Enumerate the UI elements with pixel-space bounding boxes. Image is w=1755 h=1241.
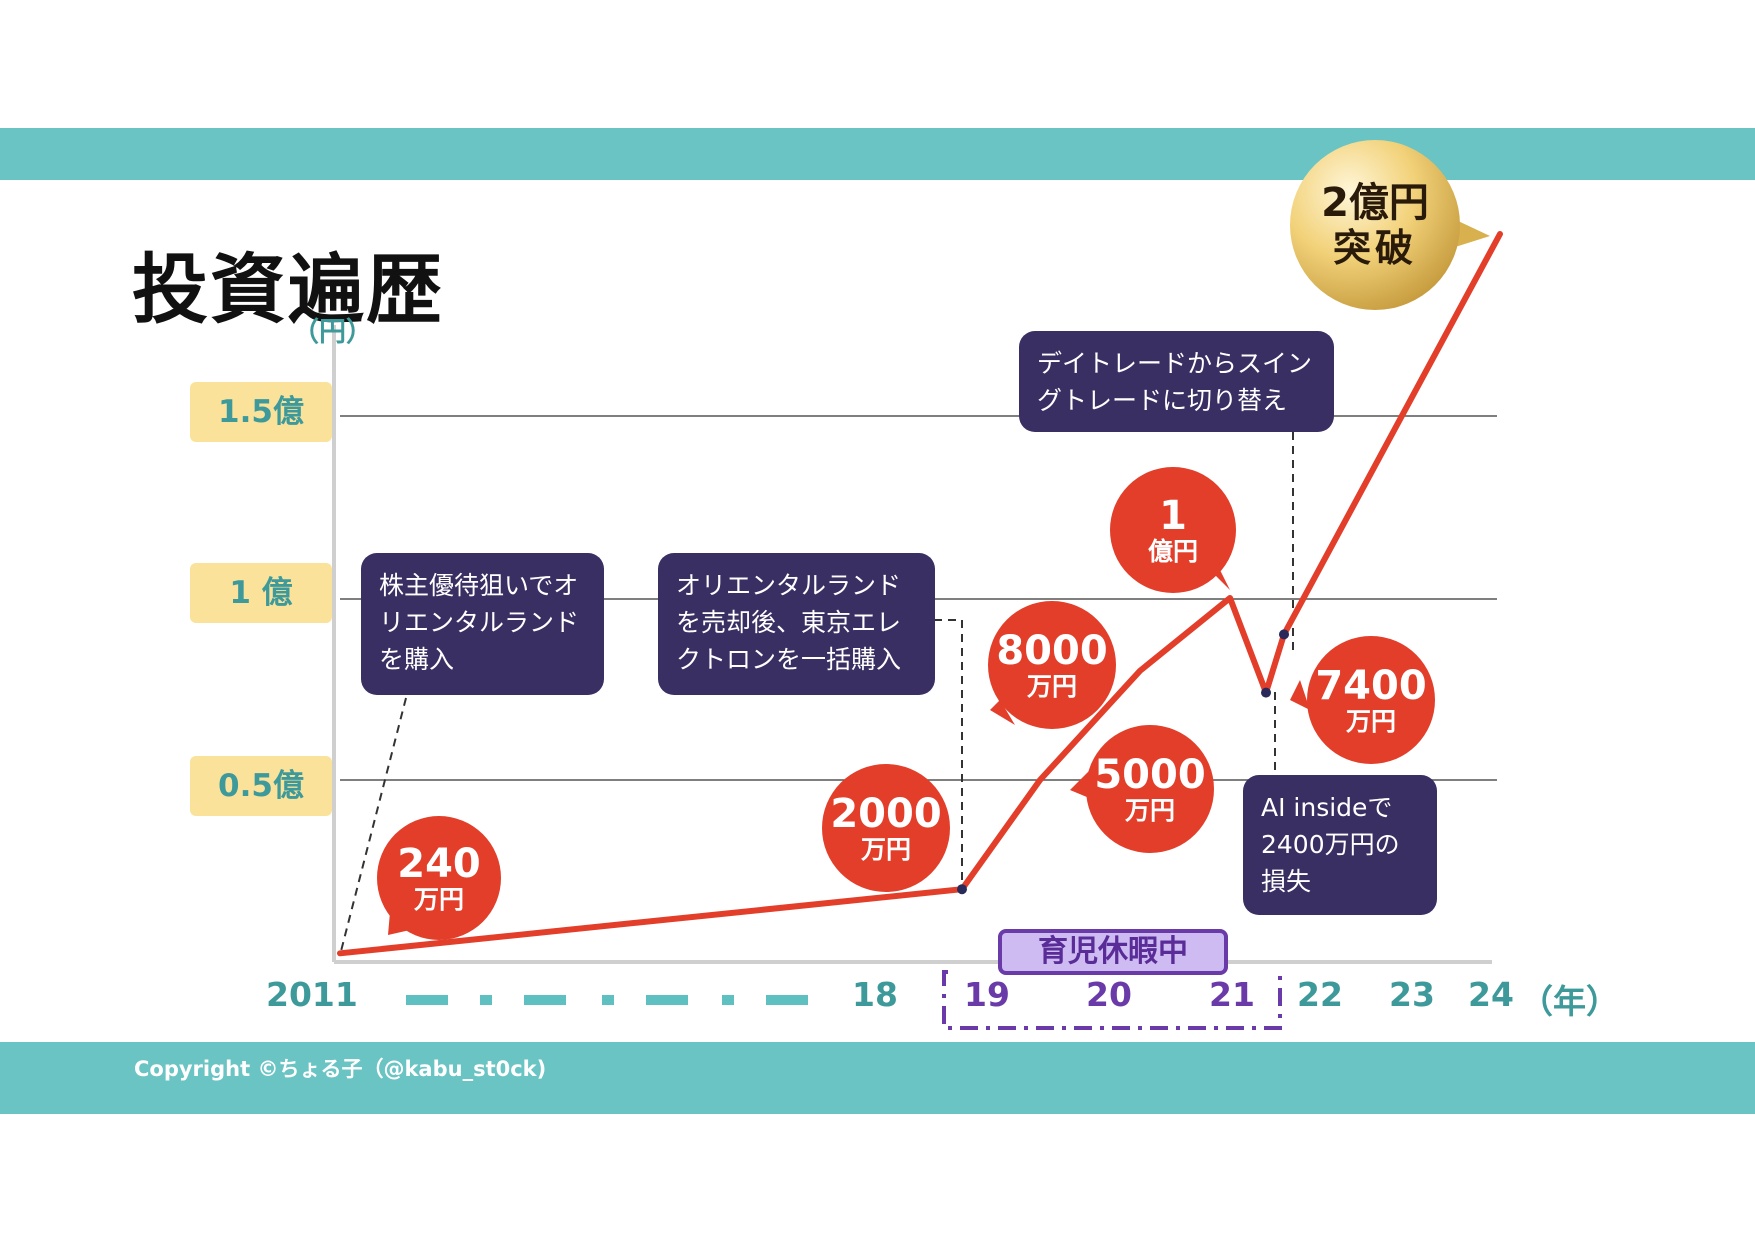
value-bubble-2000-unit: 万円 xyxy=(860,835,911,864)
y-axis-unit: （円） xyxy=(292,317,373,348)
top-band xyxy=(0,128,1755,180)
xtick-24: 24 xyxy=(1468,975,1514,1014)
xaxis-break-dot xyxy=(602,995,614,1005)
xtick-23: 23 xyxy=(1389,975,1435,1014)
xaxis-break-dot xyxy=(722,995,734,1005)
series-line xyxy=(337,231,1503,957)
xaxis-break-dash xyxy=(406,995,448,1005)
ytick-1oku: 1 億 xyxy=(190,563,332,623)
value-bubble-8000-unit: 万円 xyxy=(1026,672,1077,701)
bottom-band xyxy=(0,1042,1755,1114)
xtick-20: 20 xyxy=(1086,975,1132,1014)
pointer-line-2 xyxy=(934,619,963,890)
pointer-line-1 xyxy=(339,697,407,956)
period-label: 育児休暇中 xyxy=(998,929,1228,975)
value-bubble-1oku-unit: 億円 xyxy=(1147,537,1198,566)
milestone-line1: 2億円 xyxy=(1321,180,1429,226)
ytick-1-5oku: 1.5億 xyxy=(190,382,332,442)
bubble-tail-7400 xyxy=(1290,680,1310,710)
data-point-2021c xyxy=(1279,629,1289,640)
value-bubble-5000-num: 5000 xyxy=(1094,752,1206,798)
value-bubble-5000-unit: 万円 xyxy=(1124,796,1175,825)
value-bubble-8000: 8000 万円 xyxy=(988,601,1116,729)
ytick-0-5oku: 0.5億 xyxy=(190,756,332,816)
xtick-21: 21 xyxy=(1209,975,1255,1014)
value-bubble-7400-num: 7400 xyxy=(1315,663,1427,709)
value-bubble-7400: 7400 万円 xyxy=(1307,636,1435,764)
value-bubble-8000-num: 8000 xyxy=(996,628,1108,674)
value-bubble-5000: 5000 万円 xyxy=(1086,725,1214,853)
medal-tail xyxy=(1452,220,1490,248)
period-bracket xyxy=(942,970,1282,1030)
bubble-tail-8000 xyxy=(990,700,1015,725)
x-axis-unit: （年） xyxy=(1520,982,1619,1021)
value-bubble-240-unit: 万円 xyxy=(413,885,464,914)
value-bubble-240: 240 万円 xyxy=(377,816,501,940)
xtick-18: 18 xyxy=(852,975,898,1014)
xaxis-break-dash xyxy=(766,995,808,1005)
value-bubble-1oku-num: 1 xyxy=(1159,493,1187,539)
annotation-tokyo-electron: オリエンタルランドを売却後、東京エレクトロンを一括購入 xyxy=(658,553,935,695)
value-bubble-7400-unit: 万円 xyxy=(1345,707,1396,736)
milestone-line2: 突破 xyxy=(1332,226,1417,270)
copyright-text: Copyright ©ちょる子（@kabu_st0ck) xyxy=(134,1057,547,1081)
xaxis-break-dash xyxy=(646,995,688,1005)
milestone-medal: 2億円 突破 xyxy=(1290,140,1460,310)
value-bubble-2000-num: 2000 xyxy=(830,791,942,837)
xtick-22: 22 xyxy=(1297,975,1343,1014)
data-point-2021b xyxy=(1261,687,1271,698)
page-title: 投資遍歴 xyxy=(132,245,444,334)
value-bubble-2000: 2000 万円 xyxy=(822,764,950,892)
xtick-19: 19 xyxy=(964,975,1010,1014)
xaxis-break-dot xyxy=(480,995,492,1005)
value-bubble-240-num: 240 xyxy=(397,841,481,887)
xtick-2011: 2011 xyxy=(266,975,358,1014)
data-point-2018 xyxy=(957,884,967,895)
value-bubble-1oku: 1 億円 xyxy=(1110,467,1236,593)
xaxis-break-dash xyxy=(524,995,566,1005)
annotation-oriental-land-buy: 株主優待狙いでオリエンタルランドを購入 xyxy=(361,553,604,695)
annotation-swing-trade: デイトレードからスイングトレードに切り替え xyxy=(1019,331,1334,432)
annotation-ai-inside-loss: AI insideで2400万円の損失 xyxy=(1243,775,1437,915)
